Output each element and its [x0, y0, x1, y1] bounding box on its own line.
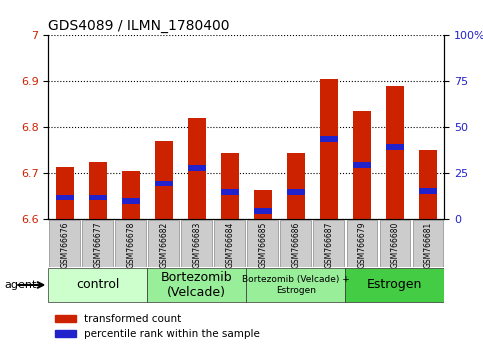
FancyBboxPatch shape: [83, 220, 113, 267]
Bar: [188, 165, 206, 171]
Bar: [419, 188, 437, 194]
FancyBboxPatch shape: [412, 220, 443, 267]
FancyBboxPatch shape: [48, 268, 147, 302]
FancyBboxPatch shape: [246, 268, 345, 302]
Bar: [386, 144, 404, 150]
Text: Bortezomib
(Velcade): Bortezomib (Velcade): [161, 271, 233, 299]
Bar: [254, 209, 272, 214]
Bar: [353, 111, 371, 219]
Text: GSM766677: GSM766677: [93, 222, 102, 268]
Bar: [122, 171, 140, 219]
FancyBboxPatch shape: [148, 220, 179, 267]
Bar: [353, 162, 371, 168]
Text: GSM766676: GSM766676: [60, 222, 69, 268]
Text: GDS4089 / ILMN_1780400: GDS4089 / ILMN_1780400: [48, 19, 230, 33]
Bar: [155, 141, 173, 219]
FancyBboxPatch shape: [380, 220, 410, 267]
Bar: [287, 189, 305, 195]
Text: GSM766680: GSM766680: [390, 222, 399, 268]
FancyBboxPatch shape: [182, 220, 212, 267]
FancyBboxPatch shape: [115, 220, 146, 267]
Text: GSM766684: GSM766684: [226, 222, 234, 268]
FancyBboxPatch shape: [247, 220, 278, 267]
Text: Estrogen: Estrogen: [367, 279, 423, 291]
Bar: [56, 195, 74, 200]
Bar: [221, 153, 239, 219]
Text: GSM766681: GSM766681: [424, 222, 432, 268]
Bar: [89, 195, 107, 200]
Text: GSM766685: GSM766685: [258, 222, 267, 268]
Text: GSM766678: GSM766678: [127, 222, 135, 268]
Text: Bortezomib (Velcade) +
Estrogen: Bortezomib (Velcade) + Estrogen: [242, 275, 350, 295]
Text: GSM766687: GSM766687: [325, 222, 333, 268]
FancyBboxPatch shape: [49, 220, 80, 267]
Bar: [320, 136, 338, 142]
Bar: [89, 162, 107, 219]
Bar: [56, 166, 74, 219]
FancyBboxPatch shape: [147, 268, 246, 302]
Text: GSM766683: GSM766683: [192, 222, 201, 268]
Bar: [254, 189, 272, 219]
Bar: [419, 150, 437, 219]
FancyBboxPatch shape: [281, 220, 311, 267]
Text: GSM766686: GSM766686: [291, 222, 300, 268]
Bar: [287, 153, 305, 219]
Bar: [122, 198, 140, 204]
FancyBboxPatch shape: [345, 268, 444, 302]
Text: GSM766679: GSM766679: [357, 222, 366, 268]
Bar: [188, 118, 206, 219]
FancyBboxPatch shape: [346, 220, 377, 267]
Bar: [386, 86, 404, 219]
FancyBboxPatch shape: [313, 220, 344, 267]
Text: GSM766682: GSM766682: [159, 222, 168, 268]
Legend: transformed count, percentile rank within the sample: transformed count, percentile rank withi…: [51, 310, 265, 343]
Text: control: control: [76, 279, 119, 291]
Bar: [320, 79, 338, 219]
Bar: [155, 181, 173, 186]
FancyBboxPatch shape: [214, 220, 245, 267]
Bar: [221, 189, 239, 195]
Text: agent: agent: [5, 280, 37, 290]
